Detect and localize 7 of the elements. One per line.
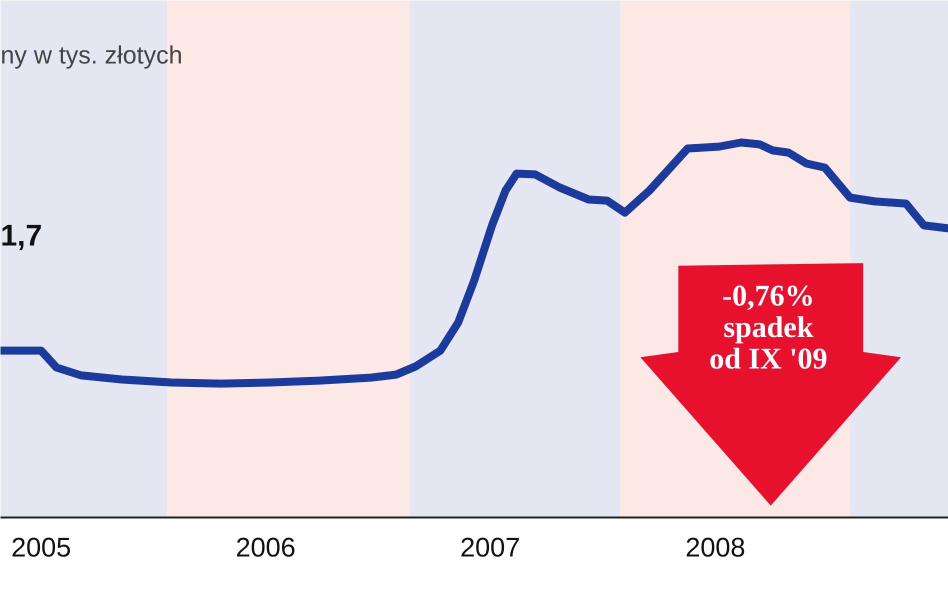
chart-title: ny w tys. złotych <box>0 42 182 70</box>
annotation: -0,76% spadek od IX '09 <box>709 280 828 376</box>
x-tick-label: 2007 <box>460 532 520 562</box>
x-tick-label: 2005 <box>11 532 72 562</box>
x-tick-label: 2006 <box>236 532 296 562</box>
x-tick-label: 2008 <box>685 532 746 562</box>
annotation: 1,7 <box>0 220 42 252</box>
